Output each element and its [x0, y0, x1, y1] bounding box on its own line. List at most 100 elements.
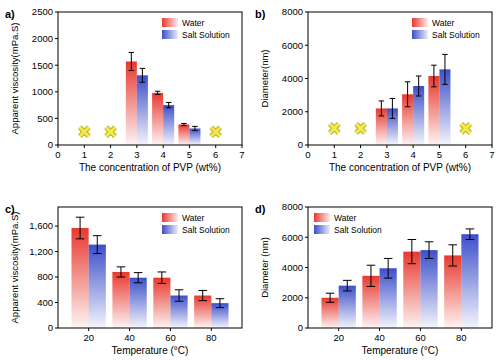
x-axis-label: Temperature (°C): [112, 345, 189, 356]
legend-swatch: [162, 30, 178, 39]
error-bar: [379, 101, 385, 116]
legend-label: Salt Solution: [182, 225, 230, 235]
legend: Water Salt Solution: [162, 213, 230, 235]
error-bar: [405, 82, 411, 107]
x-tick-label: 20: [83, 332, 94, 343]
x-tick-label: 1: [332, 149, 337, 160]
cross-marker: [211, 127, 220, 136]
error-bar: [181, 123, 187, 125]
bar: [71, 228, 88, 328]
y-tick-label: 2000: [282, 292, 303, 303]
panel: b)0123456702000400060008000The concentra…: [255, 6, 495, 173]
y-tick-label: 6000: [282, 232, 303, 243]
y-tick-label: 6000: [282, 40, 303, 51]
y-tick-label: 0: [48, 322, 53, 333]
cross-fill: [461, 124, 470, 133]
error-bar: [442, 54, 448, 84]
error-bar: [448, 245, 457, 266]
error-bar: [175, 290, 184, 301]
legend-label: Salt Solution: [182, 30, 230, 40]
x-axis-label: Temperature (°C): [362, 345, 439, 356]
error-bar: [408, 240, 417, 264]
x-tick-label: 2: [358, 149, 363, 160]
x-axis-label: The concentration of PVP (wt%): [79, 162, 221, 173]
bar: [153, 278, 170, 328]
x-tick-label: 80: [206, 332, 217, 343]
y-tick-label: 2000: [282, 106, 303, 117]
x-tick-label: 40: [374, 332, 385, 343]
y-tick-label: 1000: [32, 86, 53, 97]
cross-fill: [80, 127, 89, 136]
cross-marker: [330, 124, 339, 133]
error-bar: [93, 236, 102, 254]
error-bar: [140, 68, 146, 82]
legend-label: Salt Solution: [334, 225, 382, 235]
cross-outline: [211, 127, 220, 136]
x-tick-label: 7: [489, 149, 494, 160]
x-tick-label: 60: [415, 332, 426, 343]
bar: [163, 105, 174, 145]
cross-marker: [356, 124, 365, 133]
y-tick-label: 4000: [282, 262, 303, 273]
legend-swatch: [314, 225, 330, 234]
y-tick-label: 2000: [32, 33, 53, 44]
error-bar: [466, 229, 475, 240]
plot-marks: [330, 54, 470, 145]
legend-swatch: [412, 30, 428, 39]
x-tick-label: 2: [108, 149, 113, 160]
legend-swatch: [162, 225, 178, 234]
legend: Water Salt Solution: [412, 18, 480, 40]
x-tick-label: 3: [134, 149, 139, 160]
legend-label: Salt Solution: [432, 30, 480, 40]
error-bar: [216, 299, 225, 308]
bar: [112, 272, 129, 328]
x-tick-label: 4: [410, 149, 415, 160]
error-bar: [129, 52, 135, 70]
x-tick-label: 0: [305, 149, 310, 160]
error-bar: [198, 290, 207, 300]
legend-label: Water: [182, 213, 205, 223]
legend-label: Water: [182, 18, 205, 28]
error-bar: [384, 258, 393, 278]
y-axis-label: Apparent viscosity(mPa.S): [9, 23, 20, 135]
bar: [152, 93, 163, 145]
error-bar: [192, 126, 198, 130]
bar: [420, 250, 437, 328]
x-tick-label: 6: [463, 149, 468, 160]
x-tick-label: 6: [213, 149, 218, 160]
plot-marks: [80, 52, 220, 145]
error-bar: [155, 91, 161, 94]
bar: [89, 245, 106, 328]
y-axis-label: Diameter (nm): [259, 237, 270, 298]
x-tick-label: 80: [456, 332, 467, 343]
x-tick-label: 40: [124, 332, 135, 343]
legend-swatch: [162, 18, 178, 27]
cross-outline: [356, 124, 365, 133]
panel: d)2040608002000400060008000Temperature (…: [255, 201, 492, 356]
panel: a)0123456705001000150020002500The concen…: [5, 6, 245, 173]
error-bar: [431, 65, 437, 87]
error-bar: [326, 293, 335, 302]
bar: [137, 75, 148, 145]
x-tick-label: 0: [55, 149, 60, 160]
legend-swatch: [314, 213, 330, 222]
legend: Water Salt Solution: [162, 18, 230, 40]
error-bar: [367, 265, 376, 286]
panel-label: b): [255, 8, 266, 20]
x-tick-label: 7: [239, 149, 244, 160]
legend-label: Water: [432, 18, 455, 28]
y-axis-label: Diameter(nm): [259, 49, 270, 107]
y-tick-label: 2500: [32, 6, 53, 17]
error-bar: [425, 242, 434, 259]
x-tick-label: 20: [333, 332, 344, 343]
error-bar: [390, 98, 396, 118]
error-bar: [158, 272, 167, 283]
cross-outline: [80, 127, 89, 136]
x-axis-label: The concentration of PVP (wt%): [329, 162, 471, 173]
error-bar: [117, 267, 126, 277]
cross-fill: [330, 124, 339, 133]
cross-outline: [106, 127, 115, 136]
panel: c)2040608004008001,2001,600Temperature (…: [5, 203, 242, 356]
bar: [339, 286, 356, 328]
x-tick-label: 4: [160, 149, 165, 160]
